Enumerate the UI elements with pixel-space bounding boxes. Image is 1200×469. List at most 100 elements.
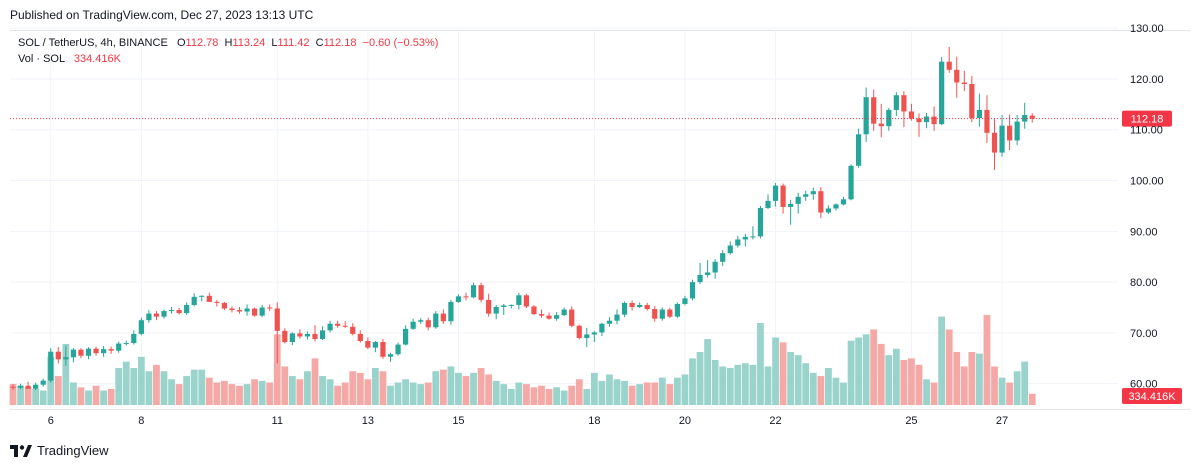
candle [17, 383, 24, 390]
candle [750, 226, 756, 240]
price-tick-label: 90.00 [1130, 226, 1158, 238]
candle [304, 331, 311, 340]
candle [923, 112, 930, 129]
candle [984, 95, 990, 143]
candle [833, 203, 839, 211]
candle [780, 183, 786, 214]
candle-body [886, 109, 892, 127]
candle [584, 327, 590, 348]
candle-body [795, 196, 801, 204]
volume-bar [168, 379, 175, 405]
candle-body [765, 200, 771, 208]
close-label: C [315, 37, 324, 49]
candle-body [901, 95, 907, 112]
volume-bar [515, 382, 523, 405]
candle-body [531, 306, 537, 315]
volume-bar [183, 376, 191, 405]
volume-bar [953, 351, 961, 405]
candle-body [433, 313, 439, 328]
candle-body [342, 325, 348, 327]
price-tick-label: 130.00 [1130, 23, 1164, 35]
candle [1022, 102, 1028, 129]
candle-body [629, 302, 635, 307]
volume-bar [39, 390, 47, 405]
candle-body [267, 307, 273, 309]
volume-bar [145, 371, 153, 405]
high-value: 113.24 [232, 37, 266, 49]
volume-bar [258, 380, 266, 405]
candle-body [727, 245, 733, 254]
candle [803, 190, 809, 201]
candle [176, 308, 182, 315]
candle [772, 183, 779, 207]
candle-body [40, 380, 46, 385]
candle-body [757, 207, 764, 237]
volume-bar [930, 382, 938, 405]
volume-bar [175, 384, 183, 405]
candle [85, 347, 92, 360]
candle-body [508, 304, 514, 306]
volume-bar [213, 382, 221, 405]
candle-body [689, 282, 696, 299]
volume-bar [832, 377, 840, 405]
candle-body [146, 313, 152, 321]
candle-body [455, 296, 462, 302]
open-value: 112.78 [185, 37, 219, 49]
candle [146, 310, 152, 323]
volume-bar [877, 343, 885, 405]
candle-body [297, 333, 303, 337]
candle-body [116, 343, 122, 351]
volume-bar [704, 339, 711, 405]
volume-bar [372, 368, 379, 405]
volume-label[interactable]: Vol · SOL [18, 53, 65, 65]
candle-body [463, 296, 469, 298]
candle [825, 205, 831, 215]
candle-body [244, 308, 250, 312]
symbol-label[interactable]: SOL / TetherUS, 4h, BINANCE [18, 37, 168, 49]
volume-bar [77, 387, 85, 405]
candle-body [357, 333, 363, 342]
volume-bar [711, 360, 719, 405]
candle-body [546, 315, 552, 319]
volume-bar [122, 361, 130, 405]
last-price-badge [1122, 110, 1172, 127]
candle [478, 282, 484, 303]
candle-body [569, 309, 575, 326]
volume-bar [636, 384, 644, 405]
candle [372, 341, 378, 353]
candle [795, 192, 801, 214]
candle [48, 348, 54, 383]
volume-bar [417, 384, 425, 405]
candle [282, 328, 288, 344]
volume-bar [62, 343, 70, 405]
candle [184, 302, 190, 316]
candle-body [659, 309, 665, 319]
candle [969, 75, 975, 123]
candle [818, 187, 824, 219]
candle [153, 311, 160, 321]
volume-bar [326, 379, 334, 405]
volume-bar [424, 382, 432, 405]
candle [976, 93, 982, 127]
candle [886, 107, 892, 131]
footer-brand[interactable]: TradingView [10, 443, 109, 458]
volume-bar [100, 390, 107, 405]
volume-bar [749, 364, 757, 405]
volume-bar [583, 388, 591, 405]
date-tick-label: 6 [48, 415, 54, 427]
candle-body [448, 301, 454, 322]
close-value: 112.18 [323, 37, 357, 49]
volume-bar [190, 369, 198, 405]
volume-bar [741, 363, 749, 405]
volume-bar [945, 329, 953, 405]
candle [116, 341, 122, 353]
volume-bar [802, 363, 810, 405]
volume-bar [960, 366, 968, 405]
candle-body [372, 342, 378, 348]
candle-body [123, 343, 129, 345]
candle-body [168, 310, 175, 312]
candle-body [214, 301, 220, 303]
candle-body [856, 134, 862, 166]
candle-body [70, 349, 76, 358]
